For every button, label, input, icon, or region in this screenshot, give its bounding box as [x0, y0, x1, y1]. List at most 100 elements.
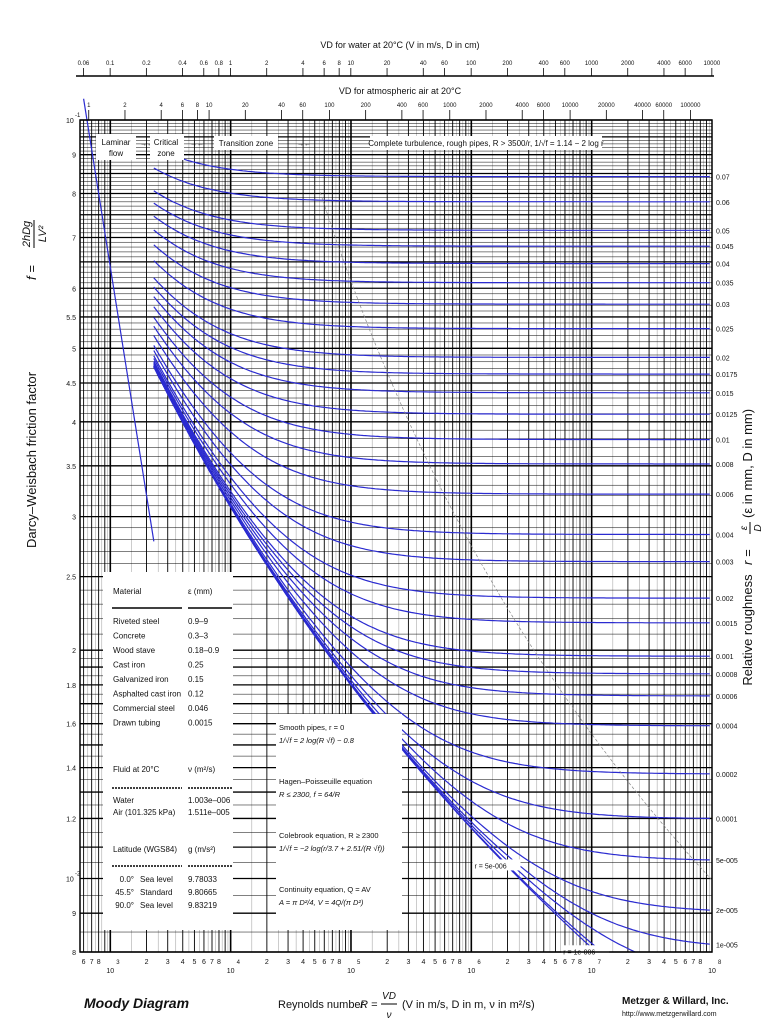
roughness-curve — [153, 260, 710, 330]
roughness-label: 1e-005 — [716, 942, 738, 949]
x-tick-label: 2 — [626, 959, 630, 966]
x-tick-label: 5 — [313, 959, 317, 966]
air-tick-label: 6000 — [537, 103, 551, 109]
equation-formula: A = π D²/4, V = 4Q/(π D²) — [278, 898, 364, 907]
gravity-header: Latitude (WGS84) — [113, 845, 177, 854]
x-axis-eq: R = — [360, 999, 378, 1011]
equation-title: Smooth pipes, r = 0 — [279, 723, 344, 732]
y-tick-label: 5 — [72, 346, 76, 353]
y-tick-label: 2 — [72, 648, 76, 655]
equation-title: Hagen–Poisseuille equation — [279, 777, 372, 786]
air-tick-label: 1 — [87, 103, 91, 109]
y-axis-label: Darcy–Weisbach friction factor — [24, 371, 39, 548]
roughness-curve — [153, 296, 710, 394]
company-url[interactable]: http://www.metzgerwillard.com — [622, 1011, 717, 1018]
y-tick-label: 4.5 — [66, 381, 76, 388]
y-tick-label: 9 — [72, 153, 76, 160]
y-tick-label: 7 — [72, 235, 76, 242]
material-roughness: 0.0015 — [188, 719, 213, 728]
x-tick-label: 10 — [708, 968, 716, 975]
x-tick-label: 7 — [691, 959, 695, 966]
roughness-curve — [153, 215, 710, 265]
fluid-viscosity: 1.003e–006 — [188, 796, 231, 805]
roughness-curve — [153, 366, 710, 911]
roughness-label: 0.003 — [716, 560, 734, 567]
x-tick-label: 4 — [181, 959, 185, 966]
roughness-label: 0.001 — [716, 654, 734, 661]
x-axis-title: Reynolds number R = VD ν (V in m/s, D in… — [278, 991, 535, 1021]
air-tick-label: 400 — [397, 103, 408, 109]
x-tick-exponent: 8 — [718, 960, 722, 966]
x-tick-label: 6 — [563, 959, 567, 966]
water-tick-label: 40 — [420, 61, 427, 67]
x-tick-label: 4 — [662, 959, 666, 966]
roughness-label: 0.0008 — [716, 672, 738, 679]
material-name: Asphalted cast iron — [113, 690, 181, 699]
roughness-curve — [153, 362, 710, 675]
x-tick-label: 2 — [385, 959, 389, 966]
roughness-label: 0.0002 — [716, 772, 738, 779]
y-tick-exponent: -1 — [75, 113, 81, 119]
fluid-header-nu: ν (m²/s) — [188, 765, 215, 774]
y-tick-label: 1.2 — [66, 816, 76, 823]
x-axis-units: (V in m/s, D in m, ν in m²/s) — [402, 999, 535, 1011]
x-tick-label: 7 — [451, 959, 455, 966]
water-tick-label: 6 — [322, 61, 326, 67]
roughness-curves: r = 5e-006 r = 1e-006 — [83, 98, 712, 957]
x-tick-label: 8 — [217, 959, 221, 966]
material-name: Cast iron — [113, 661, 145, 670]
x-tick-exponent: 6 — [477, 960, 481, 966]
roughness-label: 0.03 — [716, 302, 730, 309]
roughness-label: 0.07 — [716, 175, 730, 182]
latitude-desc: Sea level — [140, 875, 173, 884]
material-name: Galvanized iron — [113, 675, 169, 684]
roughness-curve — [153, 345, 710, 536]
air-tick-label: 100000 — [680, 103, 701, 109]
fluid-name: Air (101.325 kPa) — [113, 808, 176, 817]
air-tick-label: 2000 — [479, 103, 493, 109]
y-tick-label: 3.5 — [66, 464, 76, 471]
material-roughness: 0.046 — [188, 704, 209, 713]
water-tick-label: 0.8 — [215, 61, 224, 67]
water-tick-label: 0.06 — [78, 61, 90, 67]
roughness-curve — [153, 306, 710, 415]
water-tick-label: 10 — [347, 61, 354, 67]
roughness-curve — [153, 358, 710, 624]
air-tick-label: 60000 — [655, 103, 672, 109]
x-tick-label: 8 — [578, 959, 582, 966]
roughness-curve — [153, 316, 710, 441]
zone-arrow: →← — [297, 141, 311, 148]
air-tick-label: 40 — [278, 103, 285, 109]
air-tick-label: 600 — [418, 103, 429, 109]
y-axis-num: 2hDg — [21, 220, 33, 248]
y2-axis-title: Relative roughness r = ε D (ε in mm, D i… — [739, 409, 764, 686]
water-tick-label: 2000 — [621, 61, 635, 67]
water-tick-label: 0.1 — [106, 61, 115, 67]
roughness-curve — [153, 363, 710, 697]
y-tick-label: 9 — [72, 911, 76, 918]
top-axis-water: 0.06 0.1 0.2 0.4 0.6 0.8 1 2 4 6 8 10 20 40 60 100 200 40… — [76, 61, 721, 77]
equations-box: Smooth pipes, r = 0 1/√f = 2 log(R √f) − … — [276, 714, 402, 930]
top-axis-air: 1 2 4 6 8 10 20 40 60 100 200 400 600 1000 2000 4000 600… — [87, 103, 701, 120]
roughness-label: 0.0001 — [716, 816, 738, 823]
zone-arrow: →← — [190, 141, 204, 148]
latitude: 90.0° — [115, 901, 134, 910]
roughness-label: 0.0006 — [716, 694, 738, 701]
inner-curve-label: r = 5e-006 — [475, 863, 507, 870]
water-tick-label: 0.2 — [142, 61, 151, 67]
equation-title: Continuity equation, Q = AV — [279, 885, 371, 894]
water-tick-label: 10000 — [703, 61, 720, 67]
fluid-header: Fluid at 20°C — [113, 765, 160, 774]
x-tick-label: 4 — [421, 959, 425, 966]
materials-table: Material ε (mm) Riveted steel 0.9–9 Concre… — [103, 572, 233, 930]
air-tick-label: 10 — [206, 103, 213, 109]
material-name: Wood stave — [113, 646, 156, 655]
air-tick-label: 6 — [181, 103, 185, 109]
air-tick-label: 1000 — [443, 103, 457, 109]
top-axis-water-title: VD for water at 20°C (V in m/s, D in cm) — [320, 40, 479, 50]
x-axis-label: Reynolds number — [278, 999, 365, 1011]
diagram-title: Moody Diagram — [84, 995, 189, 1011]
roughness-curve — [153, 167, 710, 203]
roughness-label: 0.04 — [716, 262, 730, 269]
zone-critical: Critical — [154, 138, 179, 147]
